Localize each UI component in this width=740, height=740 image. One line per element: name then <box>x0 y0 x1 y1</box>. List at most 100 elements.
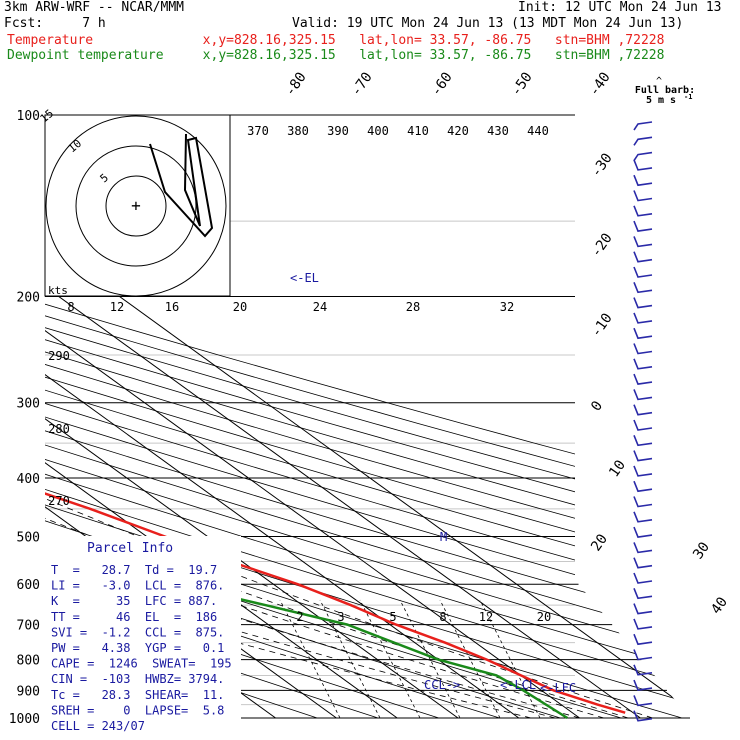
level-marker: <-LFC <box>540 681 576 695</box>
dry-adiabat <box>45 115 700 719</box>
dry-adiabat <box>45 115 700 719</box>
wind-barb <box>633 282 653 294</box>
mixing-ratio-label: 28 <box>406 300 420 314</box>
theta-label: 400 <box>367 124 389 138</box>
parcel-info-row: TT = 46 EL = 186 <box>51 610 217 624</box>
isotherm-label: 10 <box>606 457 629 480</box>
isotherm-label: 0 <box>588 398 606 414</box>
mixing-ratio-low-label: 20 <box>537 610 551 624</box>
wind-barb <box>633 664 653 676</box>
theta-left-label: 270 <box>48 494 70 508</box>
theta-label: 390 <box>327 124 349 138</box>
theta-label: 430 <box>487 124 509 138</box>
dry-adiabat <box>45 115 700 719</box>
parcel-info-row: CAPE = 1246 SWEAT= 195 <box>51 657 232 671</box>
mixing-ratio-label: 20 <box>233 300 247 314</box>
dry-adiabat <box>45 115 700 719</box>
isobar-label: 1000 <box>9 712 40 727</box>
parcel-info-row: PW = 4.38 YGP = 0.1 <box>51 641 224 655</box>
wind-barb <box>633 373 653 385</box>
parcel-info-row: Tc = 28.3 SHEAR= 11. <box>51 688 224 702</box>
wind-barb <box>633 496 653 508</box>
dry-adiabat <box>45 115 700 719</box>
level-marker: CCL-> <box>424 678 460 692</box>
level-marker: M <box>440 530 447 544</box>
mixing-ratio-line <box>399 599 461 719</box>
hodograph-ring <box>45 115 227 297</box>
wind-barb <box>633 297 653 309</box>
wind-barb <box>633 236 653 248</box>
moist-adiabat <box>45 296 532 719</box>
isobar-label: 900 <box>17 684 40 699</box>
parcel-info-row: K = 35 LFC = 887. <box>51 594 217 608</box>
mixing-ratio-label: 24 <box>313 300 327 314</box>
dry-adiabat <box>45 115 700 719</box>
wind-barb <box>633 159 653 171</box>
wind-barb <box>633 435 653 447</box>
barb-note-exponent: -1 <box>684 93 692 101</box>
wind-barb <box>633 618 653 630</box>
wind-barb <box>633 343 653 355</box>
theta-left-label: 280 <box>48 422 70 436</box>
temperature-legend: Temperature x,y=828.16,325.15 lat,lon= 3… <box>7 33 665 48</box>
isotherm-label: -40 <box>586 69 614 99</box>
wind-barb <box>633 679 653 691</box>
isobar-label: 100 <box>17 109 40 124</box>
isobar-label: 300 <box>17 397 40 412</box>
wind-barb <box>633 480 653 493</box>
parcel-info-title: Parcel Info <box>87 541 173 556</box>
dewpoint-legend: Dewpoint temperature x,y=828.16,325.15 l… <box>7 48 665 63</box>
level-marker: <-EL <box>290 271 319 285</box>
barb-note-value: 5 m s <box>646 95 676 106</box>
hodograph-unit: kts <box>48 284 68 297</box>
mixing-ratio-label: 8 <box>67 300 74 314</box>
parcel-info-row: SVI = -1.2 CCL = 875. <box>51 625 224 639</box>
theta-label: 420 <box>447 124 469 138</box>
wind-barb <box>633 327 653 340</box>
wind-barb <box>633 526 653 538</box>
barb-north-mark: ^ <box>656 76 662 87</box>
init-time: Init: 12 UTC Mon 24 Jun 13 <box>518 0 722 15</box>
wind-barb <box>633 695 653 707</box>
wind-barb <box>633 465 653 477</box>
dewpoint-profile <box>45 115 569 720</box>
isobar-label: 600 <box>17 578 40 593</box>
mixing-ratio-low-label: 8 <box>439 610 446 624</box>
model-title: 3km ARW-WRF -- NCAR/MMM <box>4 0 185 15</box>
wind-barb <box>633 572 653 584</box>
isotherm-label: -50 <box>508 69 536 99</box>
wind-barb <box>633 174 653 187</box>
mixing-ratio-line <box>359 599 421 719</box>
wind-barb <box>633 220 653 232</box>
hodograph-ring <box>105 175 167 237</box>
hodograph-trace <box>149 133 214 238</box>
valid-time: Valid: 19 UTC Mon 24 Jun 13 (13 MDT Mon … <box>292 16 684 31</box>
isotherm-label: -20 <box>588 230 616 260</box>
dry-adiabat <box>45 115 700 719</box>
moist-adiabat <box>45 296 653 719</box>
parcel-info-row: CELL = 243/07 <box>51 719 145 733</box>
wind-barb <box>633 121 653 131</box>
wind-barb <box>633 190 653 202</box>
theta-label: 370 <box>247 124 269 138</box>
isobar-label: 200 <box>17 291 40 306</box>
mixing-ratio-line <box>319 599 381 719</box>
theta-label: 440 <box>527 124 549 138</box>
wind-barb <box>633 419 653 431</box>
forecast-hour: Fcst: 7 h <box>4 16 106 31</box>
isobar-label: 800 <box>17 654 40 669</box>
wind-barb <box>633 450 653 462</box>
dry-adiabat <box>45 115 439 719</box>
isotherm-label: -10 <box>588 310 616 340</box>
wind-barb <box>633 511 653 523</box>
isotherm-label: 30 <box>690 539 713 562</box>
dry-adiabat <box>45 115 500 719</box>
mixing-ratio-label: 16 <box>165 300 179 314</box>
mixing-ratio-label: 12 <box>110 300 124 314</box>
moist-adiabat <box>45 296 605 719</box>
wind-barb <box>633 542 653 554</box>
theta-left-label: 290 <box>48 349 70 363</box>
wind-barb <box>633 251 653 263</box>
wind-barb <box>633 312 653 324</box>
